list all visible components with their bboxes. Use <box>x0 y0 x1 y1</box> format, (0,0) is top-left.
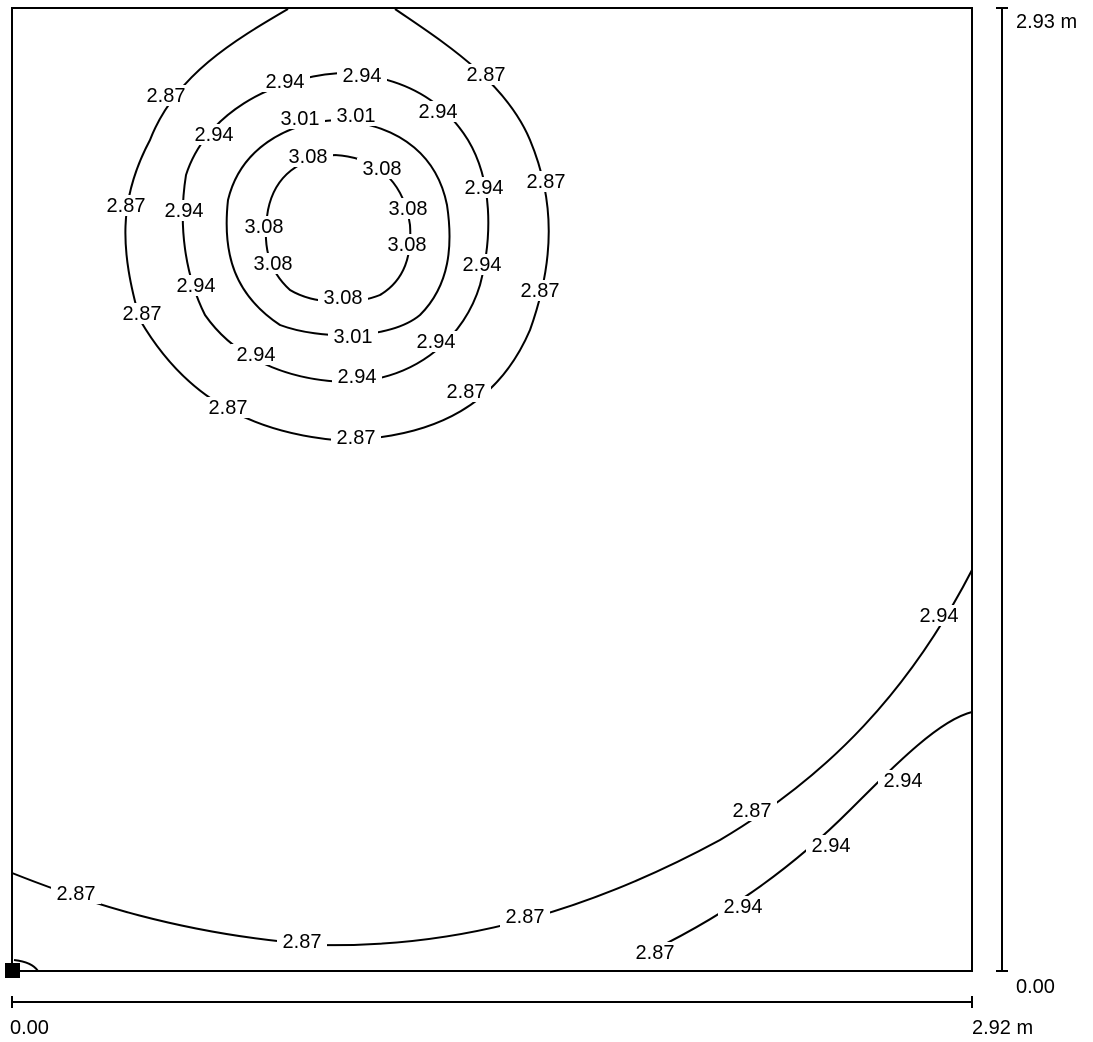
x-axis-end-label: 2.92 m <box>972 1017 1033 1039</box>
contour-top-label: 2.87 <box>447 381 486 403</box>
contour-top-label: 3.01 <box>334 326 373 348</box>
contour-top-label: 2.94 <box>338 366 377 388</box>
origin-contour <box>13 959 39 972</box>
contour-top-label-bg <box>239 216 289 237</box>
contour-top-label-bg <box>331 105 381 126</box>
contour-bottom-label-bg <box>277 931 327 952</box>
contour-top-label-bg <box>159 200 209 221</box>
contour-top-label: 2.87 <box>123 303 162 325</box>
contour-top-label: 2.94 <box>237 344 276 366</box>
contour-top-label: 2.94 <box>343 65 382 87</box>
contour-top-label-bg <box>171 275 221 296</box>
contour-bottom-label: 2.87 <box>283 931 322 953</box>
contour-top-label-bg <box>318 287 368 308</box>
contour-top-label-bg <box>521 171 571 192</box>
contour-bottom-label-bg <box>727 800 777 821</box>
contour-top-label-bg <box>248 253 298 274</box>
contour-top-label-bg <box>441 381 491 402</box>
contour-line-bottom-294 <box>631 711 973 961</box>
contour-bottom-label-bg <box>806 835 856 856</box>
contour-top-label-bg <box>382 234 432 255</box>
contour-bottom-label-bg <box>500 906 550 927</box>
contour-top-label-bg <box>459 177 509 198</box>
contour-top-label-bg <box>331 427 381 448</box>
contour-bottom-label: 2.87 <box>57 883 96 905</box>
contour-top-label: 3.08 <box>363 158 402 180</box>
contour-top-label-bg <box>141 85 191 106</box>
y-axis-end-label: 2.93 m <box>1016 11 1077 33</box>
contour-top-label: 2.87 <box>147 85 186 107</box>
contour-top-label: 2.94 <box>165 200 204 222</box>
contour-labels-bottom: 2.87 2.94 2.87 2.94 2.94 2.87 2.87 2.87 2.94 <box>51 605 964 964</box>
contour-bottom-label-bg <box>51 883 101 904</box>
contour-bottom-label-bg <box>718 896 768 917</box>
contour-top-label-bg <box>337 65 387 86</box>
y-axis: 2.93 m 0.00 <box>996 7 1077 998</box>
contour-bottom-label: 2.87 <box>636 942 675 964</box>
contour-top-label: 3.08 <box>245 216 284 238</box>
contour-top-label-bg <box>260 71 310 92</box>
contour-top-label-bg <box>231 344 281 365</box>
contour-top-label-bg <box>413 101 463 122</box>
contour-bottom-label-bg <box>630 942 680 963</box>
contour-top-label: 2.94 <box>177 275 216 297</box>
origin-marker <box>5 963 20 978</box>
contour-top-label-bg <box>101 195 151 216</box>
contour-labels-top: 2.87 2.94 2.94 2.87 2.94 3.01 3.01 2.94 3.08 3.08… <box>101 64 571 449</box>
contour-top-label: 2.87 <box>527 171 566 193</box>
x-axis-start-label: 0.00 <box>10 1017 49 1039</box>
contour-top-label-bg <box>283 146 333 167</box>
contour-top-label: 2.87 <box>107 195 146 217</box>
contour-top-label: 2.94 <box>266 71 305 93</box>
contour-top-label: 2.94 <box>417 331 456 353</box>
contour-bottom-label: 2.94 <box>884 770 923 792</box>
contour-bottom-label-bg <box>914 605 964 626</box>
contour-top-label: 3.08 <box>389 198 428 220</box>
contour-top-label: 3.08 <box>388 234 427 256</box>
contour-top-label: 3.08 <box>289 146 328 168</box>
contour-top-label: 3.01 <box>281 108 320 130</box>
contour-top-label-bg <box>457 254 507 275</box>
contour-top-label: 2.87 <box>521 280 560 302</box>
contour-top-label: 2.94 <box>465 177 504 199</box>
contour-line-bottom-287 <box>11 569 973 947</box>
contour-top-label: 2.94 <box>463 254 502 276</box>
contour-top-label-bg <box>383 198 433 219</box>
contour-top-label: 2.94 <box>195 124 234 146</box>
contour-top-label-bg <box>117 303 167 324</box>
contour-top-label-bg <box>203 397 253 418</box>
contour-bottom-label: 2.94 <box>812 835 851 857</box>
contour-top-label-bg <box>328 326 378 347</box>
x-axis: 0.00 2.92 m <box>10 996 1033 1039</box>
contour-top-label: 3.01 <box>337 105 376 127</box>
contour-top-label-bg <box>275 108 325 129</box>
contour-top-label: 3.08 <box>254 253 293 275</box>
contour-top-label-bg <box>357 158 407 179</box>
contour-top-label: 2.94 <box>419 101 458 123</box>
plot-frame <box>11 7 973 972</box>
contour-top-label: 2.87 <box>337 427 376 449</box>
contour-top-label: 3.08 <box>324 287 363 309</box>
contour-bottom-label-bg <box>878 770 928 791</box>
contour-bottom-label: 2.94 <box>920 605 959 627</box>
contour-top-label-bg <box>411 331 461 352</box>
contour-bottom-label: 2.94 <box>724 896 763 918</box>
y-axis-start-label: 0.00 <box>1016 976 1055 998</box>
contour-top-label: 2.87 <box>467 64 506 86</box>
contour-top-label-bg <box>461 64 511 85</box>
contour-top-label-bg <box>332 366 382 387</box>
contour-top-label-bg <box>515 280 565 301</box>
contour-bottom-label: 2.87 <box>733 800 772 822</box>
contour-top-label-bg <box>189 124 239 145</box>
contour-bottom-label: 2.87 <box>506 906 545 928</box>
contour-top-label: 2.87 <box>209 397 248 419</box>
